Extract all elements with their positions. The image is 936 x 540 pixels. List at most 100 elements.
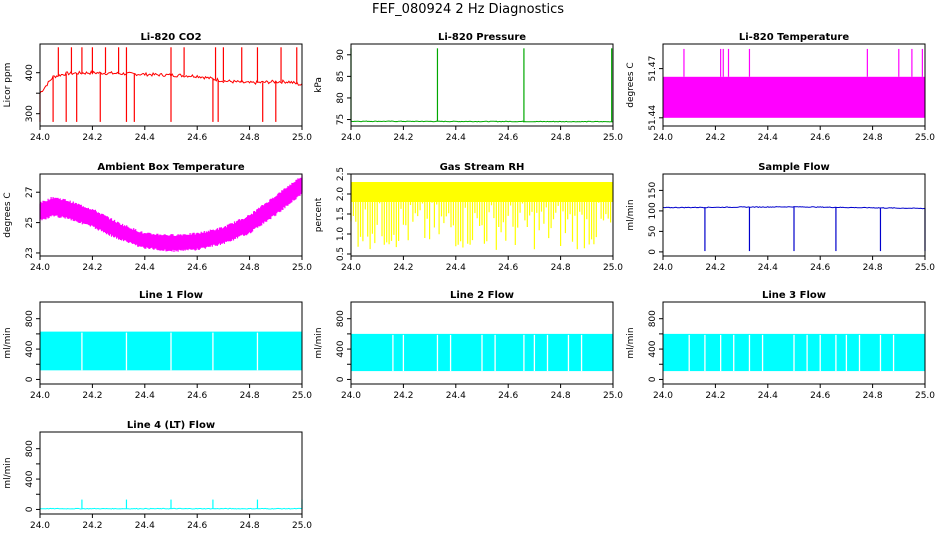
- x-tick-label: 24.8: [863, 133, 883, 143]
- panel-2: Li-820 Temperature degrees C 24.0 24.2 24.4 2…: [626, 32, 935, 143]
- x-tick-label: 24.4: [446, 263, 466, 273]
- x-tick-label: 24.8: [240, 263, 260, 273]
- x-tick-label: 24.0: [653, 133, 673, 143]
- y-axis-label: Licor ppm: [3, 63, 13, 108]
- x-tick-label: 24.0: [30, 521, 50, 531]
- data-series: [39, 175, 303, 252]
- x-tick-label: 24.8: [551, 391, 571, 401]
- y-tick-label: 400: [25, 64, 35, 81]
- plot-data: [39, 175, 303, 252]
- y-axis-label: degrees C: [3, 192, 13, 237]
- panel-title: Line 4 (LT) Flow: [127, 420, 215, 431]
- panel-6: Line 1 Flow ml/min 24.0 24.2 24.4 24.6 24.8 25.…: [3, 290, 312, 401]
- plot-data: [663, 333, 925, 372]
- y-tick-label: 0.5: [336, 247, 346, 261]
- x-tick-label: 24.2: [82, 391, 102, 401]
- y-tick-label: 2.5: [336, 167, 346, 181]
- y-tick-label: 51.47: [648, 56, 658, 82]
- y-tick-label: 800: [25, 440, 35, 457]
- y-tick-label: 800: [336, 310, 346, 327]
- x-tick-label: 24.6: [810, 263, 830, 273]
- plot-data: [39, 47, 303, 122]
- x-tick-label: 24.4: [135, 263, 155, 273]
- plot-data: [350, 182, 613, 250]
- panel-9: Line 4 (LT) Flow ml/min 24.0 24.2 24.4 24.6 24…: [3, 420, 312, 531]
- x-tick-label: 24.2: [705, 263, 725, 273]
- y-tick-label: 0: [648, 376, 658, 382]
- x-tick-label: 24.2: [82, 263, 102, 273]
- y-tick-label: 85: [336, 71, 346, 82]
- x-tick-label: 24.8: [551, 133, 571, 143]
- y-tick-label: 25: [25, 217, 35, 228]
- plot-frame: [39, 173, 303, 257]
- x-tick-label: 25.0: [603, 263, 623, 273]
- y-tick-label: 51.44: [648, 105, 658, 131]
- x-tick-label: 24.4: [758, 263, 778, 273]
- plot-data: [40, 331, 302, 371]
- x-tick-label: 25.0: [603, 391, 623, 401]
- y-tick-label: 0: [25, 506, 35, 512]
- panel-3: Ambient Box Temperature degrees C 24.0 24.2…: [3, 162, 312, 273]
- x-tick-label: 24.6: [187, 263, 207, 273]
- x-tick-label: 24.8: [240, 521, 260, 531]
- panel-title: Li-820 Temperature: [739, 32, 849, 43]
- plot-frame: [350, 173, 614, 257]
- x-tick-label: 24.4: [758, 133, 778, 143]
- y-axis-label: ml/min: [314, 327, 324, 358]
- panel-title: Line 1 Flow: [139, 290, 203, 301]
- x-tick-label: 24.4: [135, 521, 155, 531]
- x-tick-label: 24.4: [135, 133, 155, 143]
- y-tick-label: 2.0: [336, 187, 346, 202]
- x-tick-label: 24.8: [240, 391, 260, 401]
- y-axis-label: ml/min: [3, 457, 13, 488]
- x-tick-label: 24.6: [498, 133, 518, 143]
- x-tick-label: 24.8: [863, 263, 883, 273]
- figure-title: FEF_080924 2 Hz Diagnostics: [372, 2, 564, 17]
- y-tick-label: 75: [336, 114, 346, 125]
- x-tick-label: 24.6: [810, 391, 830, 401]
- x-tick-label: 24.0: [653, 263, 673, 273]
- x-tick-label: 24.6: [810, 133, 830, 143]
- x-tick-label: 24.0: [30, 133, 50, 143]
- y-tick-label: 400: [648, 340, 658, 357]
- data-series: [662, 206, 926, 210]
- x-tick-label: 24.4: [446, 391, 466, 401]
- x-tick-label: 24.6: [498, 391, 518, 401]
- y-tick-label: 23: [25, 247, 35, 258]
- plot-data: [662, 206, 926, 252]
- y-tick-label: 400: [336, 340, 346, 357]
- x-tick-label: 25.0: [292, 133, 312, 143]
- y-tick-label: 80: [336, 92, 346, 104]
- y-tick-label: 0: [25, 376, 35, 382]
- y-tick-label: 800: [25, 310, 35, 327]
- x-tick-label: 24.6: [187, 133, 207, 143]
- plot-data: [351, 333, 613, 372]
- plot-frame: [662, 301, 926, 385]
- x-tick-label: 24.2: [393, 133, 413, 143]
- x-tick-label: 24.0: [341, 263, 361, 273]
- y-tick-label: 400: [25, 340, 35, 357]
- x-tick-label: 24.6: [498, 263, 518, 273]
- data-series: [350, 120, 614, 123]
- y-tick-label: 400: [25, 470, 35, 487]
- x-tick-label: 24.4: [446, 133, 466, 143]
- data-band: [351, 182, 613, 202]
- panel-title: Li-820 Pressure: [438, 32, 526, 43]
- x-tick-label: 24.6: [187, 391, 207, 401]
- x-tick-label: 24.2: [705, 391, 725, 401]
- data-dips: [350, 202, 612, 250]
- x-tick-label: 25.0: [915, 133, 935, 143]
- plot-frame: [39, 301, 303, 385]
- x-tick-label: 25.0: [292, 263, 312, 273]
- plot-data: [39, 499, 303, 510]
- panel-title: Ambient Box Temperature: [97, 162, 244, 173]
- x-tick-label: 24.2: [705, 133, 725, 143]
- x-tick-label: 24.8: [551, 263, 571, 273]
- x-tick-label: 25.0: [603, 133, 623, 143]
- plot-frame: [350, 301, 614, 385]
- plot-data: [663, 48, 925, 118]
- y-axis-label: ml/min: [626, 327, 636, 358]
- x-tick-label: 24.0: [30, 263, 50, 273]
